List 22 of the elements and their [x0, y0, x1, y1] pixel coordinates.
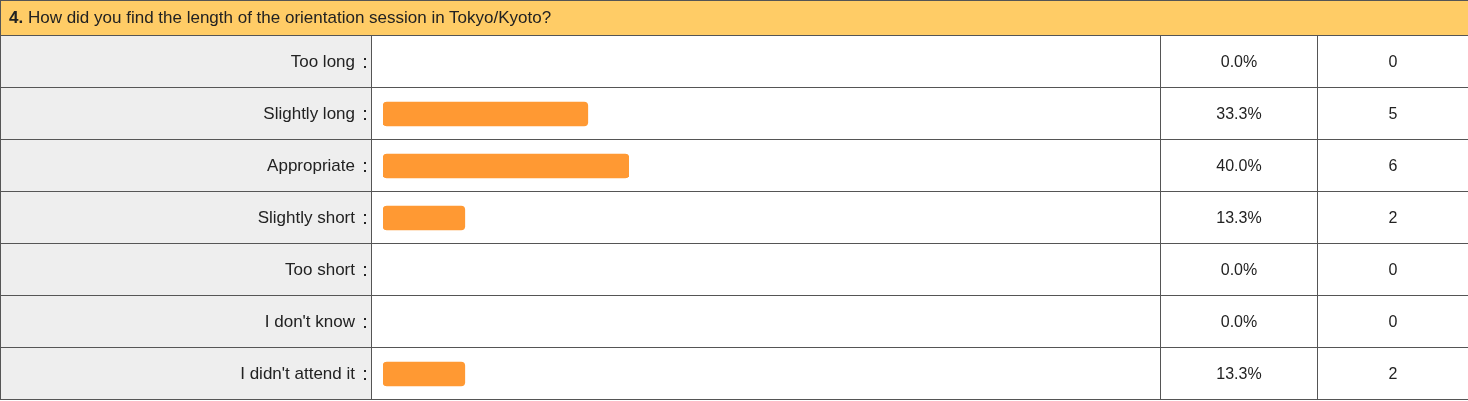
text: 2 — [1317, 191, 1468, 244]
chart-title: 4. How did you find the length of the orientation session in Tokyo/Kyoto? — [0, 0, 1468, 36]
text: 0 — [1317, 243, 1468, 296]
y-tick-label: Appropriate — [267, 155, 355, 175]
data-label: 0.0% — [1160, 35, 1318, 88]
text: 6 — [1317, 139, 1468, 192]
y-tick-label: Too long — [290, 51, 355, 71]
y-tick-label: I don't know — [264, 311, 356, 331]
data-label: 13.3% — [1160, 191, 1318, 244]
y-tick-label: I didn't attend it — [240, 363, 356, 383]
data-label: 13.3% — [1160, 347, 1318, 400]
data-label: 0.0% — [1160, 243, 1318, 296]
data-label: 33.3% — [1160, 87, 1318, 140]
text: 0 — [1317, 35, 1468, 88]
data-label: 0.0% — [1160, 295, 1318, 348]
y-tick-label: Slightly short — [257, 207, 356, 227]
data-label: 40.0% — [1160, 139, 1318, 192]
text: 5 — [1317, 87, 1468, 140]
text: 2 — [1317, 347, 1468, 400]
y-tick-label: Slightly long — [263, 103, 355, 123]
text: 0 — [1317, 295, 1468, 348]
y-tick-label: Too short — [285, 259, 356, 279]
